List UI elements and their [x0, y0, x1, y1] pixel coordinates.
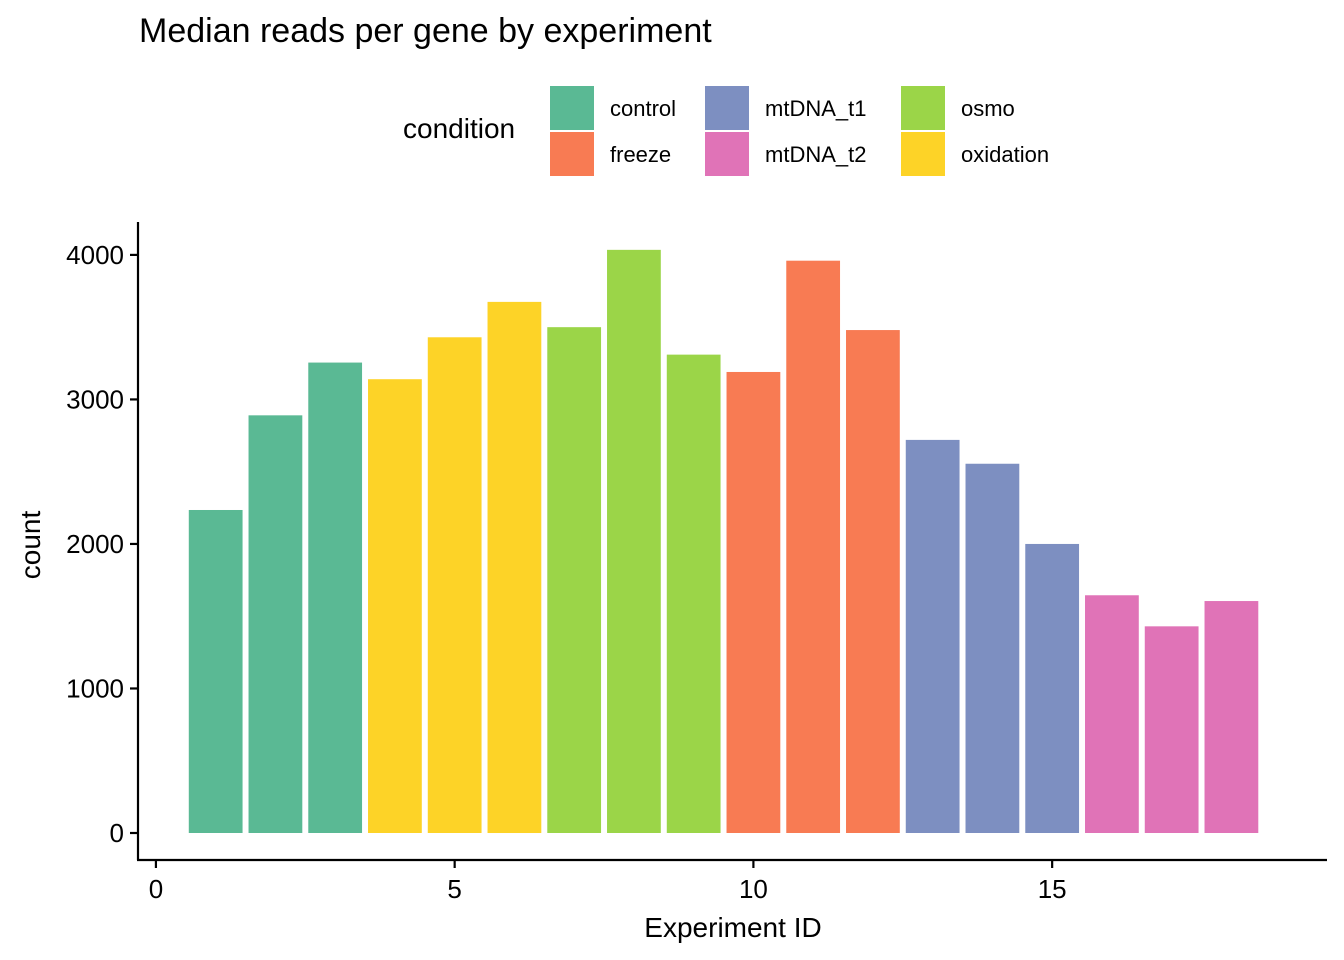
- chart-title: Median reads per gene by experiment: [139, 12, 712, 50]
- y-tick-label-2000: 2000: [66, 529, 124, 559]
- bar-experiment-9: [666, 354, 721, 833]
- bar-experiment-12: [846, 330, 900, 833]
- bar-experiment-2: [248, 415, 303, 833]
- bar-experiment-18: [1204, 601, 1259, 833]
- y-tick-label-4000: 4000: [66, 240, 124, 270]
- legend-label-freeze: freeze: [610, 142, 672, 167]
- legend-label-oxidation: oxidation: [961, 142, 1050, 167]
- y-tick-label-1000: 1000: [66, 673, 124, 703]
- legend-swatch-mtdna-t2: [705, 132, 749, 176]
- legend-title: condition: [403, 113, 516, 144]
- bar-experiment-4: [368, 379, 422, 833]
- legend: condition control freeze mtDNA_t1 mtDNA_…: [0, 80, 1344, 180]
- legend-label-mtdna-t2: mtDNA_t2: [765, 142, 867, 167]
- legend-swatch-osmo: [901, 86, 945, 130]
- x-axis-ticks: 0 5 10 15: [149, 860, 1067, 904]
- legend-swatch-control: [550, 86, 594, 130]
- bar-experiment-10: [726, 371, 781, 833]
- legend-label-mtdna-t1: mtDNA_t1: [765, 96, 867, 121]
- bar-experiment-16: [1085, 595, 1139, 833]
- x-axis-title: Experiment ID: [644, 912, 821, 943]
- bar-experiment-15: [1025, 543, 1080, 833]
- y-axis-title: count: [15, 511, 46, 580]
- bar-experiment-6: [487, 301, 542, 834]
- bar-experiment-11: [786, 260, 841, 833]
- bar-experiment-3: [308, 362, 363, 833]
- x-tick-label-15: 15: [1038, 874, 1067, 904]
- bar-experiment-14: [965, 463, 1020, 833]
- legend-label-osmo: osmo: [961, 96, 1015, 121]
- legend-swatch-freeze: [550, 132, 594, 176]
- x-tick-label-5: 5: [447, 874, 461, 904]
- bar-experiment-17: [1144, 626, 1199, 833]
- bars-group: [188, 249, 1259, 834]
- legend-swatch-mtdna-t1: [705, 86, 749, 130]
- y-tick-label-0: 0: [110, 818, 124, 848]
- bar-experiment-1: [188, 509, 243, 833]
- legend-label-control: control: [610, 96, 677, 121]
- y-tick-label-3000: 3000: [66, 384, 124, 414]
- bar-experiment-5: [427, 337, 482, 833]
- bar-experiment-8: [607, 249, 661, 834]
- bar-experiment-7: [547, 327, 602, 833]
- legend-swatch-oxidation: [901, 132, 945, 176]
- x-tick-label-0: 0: [149, 874, 163, 904]
- x-tick-label-10: 10: [739, 874, 768, 904]
- bar-experiment-13: [905, 439, 960, 833]
- y-axis-ticks: 0 1000 2000 3000 4000: [66, 240, 138, 848]
